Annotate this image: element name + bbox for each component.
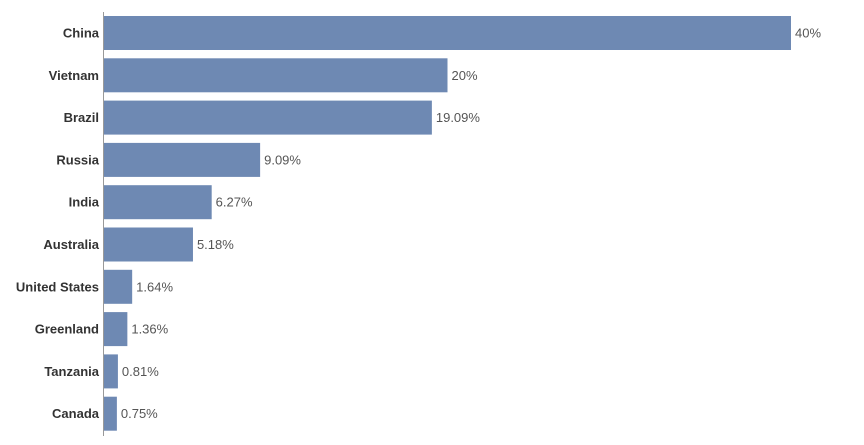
bars-group	[104, 16, 791, 431]
category-labels-group: China Vietnam Brazil Russia India Australia Un…	[16, 26, 100, 422]
value-label: 5.18%	[197, 237, 234, 252]
category-label: Canada	[52, 406, 100, 421]
value-label: 9.09%	[264, 152, 301, 167]
bar-brazil	[104, 100, 432, 135]
value-label: 1.36%	[131, 322, 168, 337]
category-label: Australia	[43, 237, 99, 252]
value-label: 19.09%	[436, 110, 481, 125]
value-label: 1.64%	[136, 279, 173, 294]
value-label: 20%	[452, 68, 478, 83]
bar-united-states	[104, 269, 133, 304]
bar-tanzania	[104, 354, 118, 389]
value-label: 40%	[795, 26, 821, 41]
value-labels-group: 40% 20% 19.09% 9.09% 6.27% 5.18% 1.64% 1.36% 0.8…	[121, 26, 822, 422]
bar-canada	[104, 396, 117, 431]
bar-russia	[104, 142, 261, 177]
bar-india	[104, 185, 212, 220]
category-label: Russia	[56, 152, 99, 167]
category-label: Vietnam	[49, 68, 99, 83]
bar-china	[104, 16, 791, 50]
category-label: United States	[16, 279, 99, 294]
category-label: Tanzania	[44, 364, 99, 379]
category-label: Brazil	[64, 110, 99, 125]
value-label: 0.75%	[121, 406, 158, 421]
bar-australia	[104, 227, 193, 262]
bar-greenland	[104, 312, 128, 347]
value-label: 6.27%	[216, 195, 253, 210]
category-label: Greenland	[35, 322, 99, 337]
category-label: China	[63, 26, 100, 41]
bar-vietnam	[104, 58, 448, 93]
category-label: India	[69, 195, 100, 210]
value-label: 0.81%	[122, 364, 159, 379]
